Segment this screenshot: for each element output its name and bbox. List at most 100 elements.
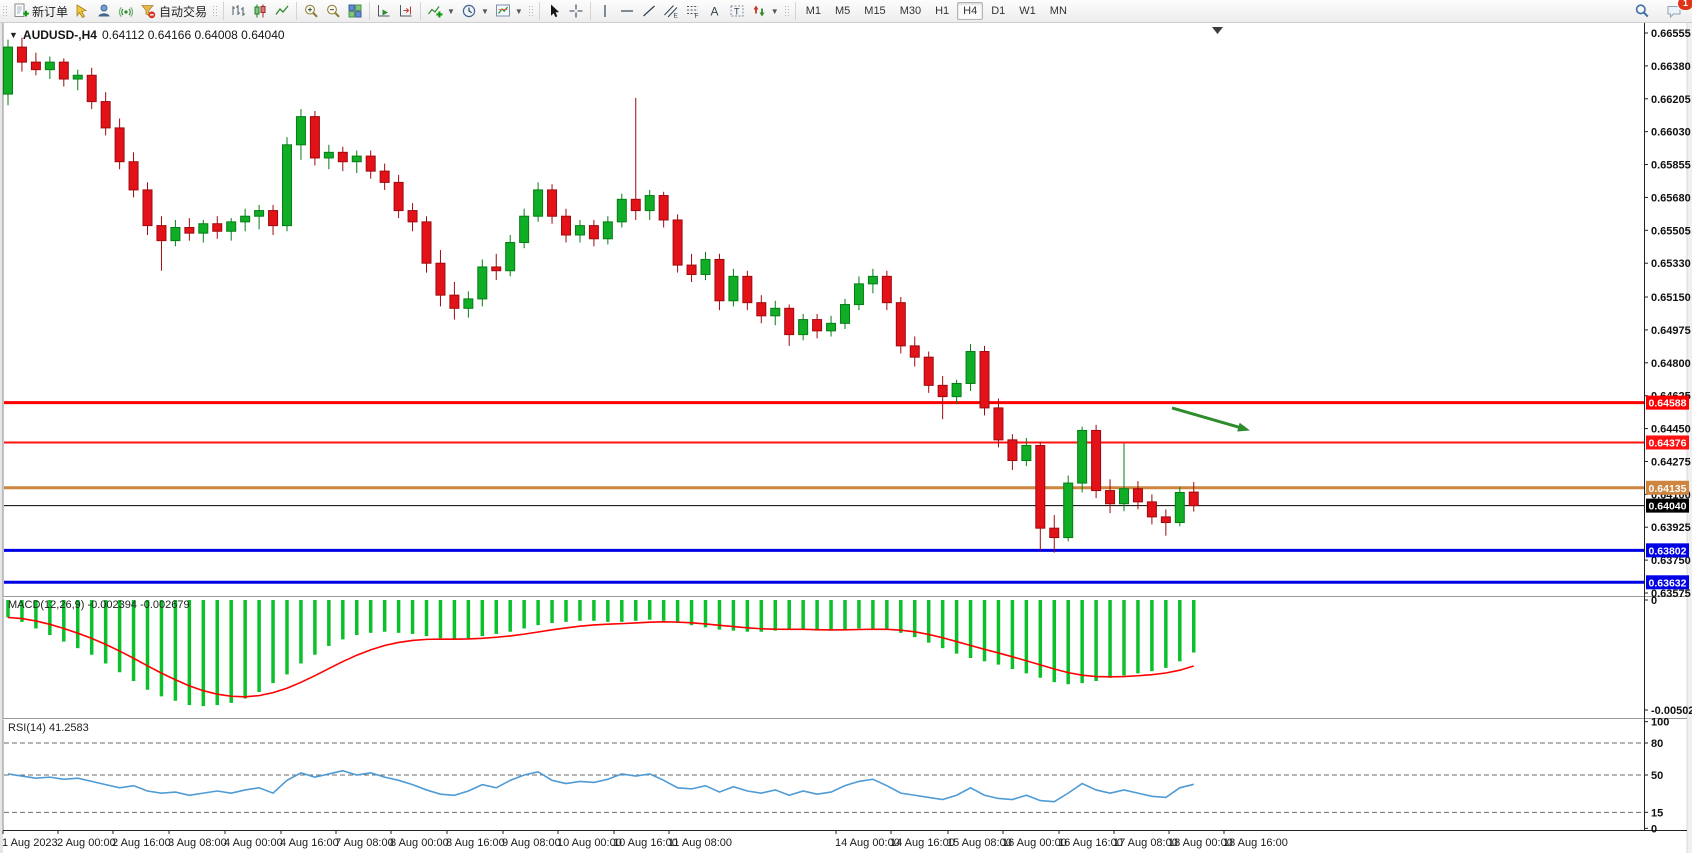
new-order-button[interactable]: 新订单 (10, 1, 71, 21)
horizontal-line-tool-button[interactable] (616, 1, 638, 21)
candle (630, 198, 641, 212)
candle (421, 221, 432, 264)
candle (881, 275, 892, 304)
candle (1091, 429, 1102, 492)
svg-text:50: 50 (1651, 770, 1663, 782)
svg-text:F: F (694, 13, 698, 19)
toolbar-grip[interactable] (783, 4, 789, 18)
vertical-line-icon (597, 3, 613, 19)
notifications-button[interactable]: 1 (1663, 0, 1692, 21)
candle (365, 155, 376, 172)
macd-signal-line (7, 616, 1194, 698)
candle (435, 262, 446, 296)
text-tool-button[interactable]: A (704, 1, 726, 21)
zoom-out-button[interactable] (322, 1, 344, 21)
candlestick-chart-icon (252, 3, 268, 19)
candle (505, 242, 516, 272)
timeframe-button-M30[interactable]: M30 (899, 5, 922, 17)
svg-text:80: 80 (1651, 738, 1663, 750)
svg-text:14 Aug 00:00: 14 Aug 00:00 (835, 837, 900, 849)
candlestick-chart-button[interactable] (249, 1, 271, 21)
search-button[interactable] (1631, 1, 1653, 21)
candle (658, 195, 669, 221)
auto-scroll-button[interactable] (373, 1, 395, 21)
timeframe-button-D1[interactable]: D1 (991, 5, 1006, 17)
time-axis[interactable]: 1 Aug 2023 2 Aug 00:002 Aug 16:003 Aug 08… (2, 831, 1288, 849)
candle (812, 319, 823, 332)
bar-chart-button[interactable] (227, 1, 249, 21)
candle (1105, 490, 1116, 505)
candle (268, 210, 279, 227)
toolbar-grip[interactable] (527, 4, 533, 18)
toolbar-grip[interactable] (2, 4, 7, 18)
svg-text:0.63575: 0.63575 (1651, 588, 1691, 600)
candle (142, 189, 153, 227)
arrows-tool-button[interactable]: ▼ (748, 1, 782, 21)
candle (170, 226, 181, 242)
candle (1035, 444, 1046, 529)
tile-windows-button[interactable] (344, 1, 366, 21)
svg-text:2 Aug 16:00: 2 Aug 16:00 (112, 837, 171, 849)
svg-text:0.64588: 0.64588 (1649, 398, 1687, 410)
candle (533, 189, 544, 217)
chart-title[interactable]: ▼ AUDUSD-,H4 0.64112 0.64166 0.64008 0.6… (9, 28, 285, 42)
fibonacci-tool-button[interactable]: F (682, 1, 704, 21)
candle (1132, 488, 1143, 503)
candle (826, 322, 837, 332)
horizontal-lines[interactable] (4, 401, 1644, 584)
templates-icon (495, 3, 511, 19)
candle (993, 407, 1004, 441)
line-chart-button[interactable] (271, 1, 293, 21)
auto-trading-button[interactable]: 自动交易 (137, 1, 210, 21)
svg-text:0.64450: 0.64450 (1651, 424, 1691, 436)
candle (909, 345, 920, 358)
candle (449, 294, 460, 309)
toolbar-grip[interactable] (212, 4, 218, 18)
svg-text:-0.005025: -0.005025 (1651, 705, 1692, 717)
indicators-button[interactable]: ▼ (424, 1, 458, 21)
trendline-tool-button[interactable] (638, 1, 660, 21)
equidistant-channel-tool-button[interactable]: E (660, 1, 682, 21)
text-icon: A (707, 3, 723, 19)
svg-text:0.66555: 0.66555 (1651, 28, 1691, 40)
templates-button[interactable]: ▼ (492, 1, 526, 21)
candle (323, 151, 334, 159)
candle (114, 127, 125, 163)
svg-text:16 Aug 00:00: 16 Aug 00:00 (1002, 837, 1067, 849)
svg-text:15: 15 (1651, 807, 1663, 819)
candle (393, 181, 404, 212)
candle (728, 275, 739, 302)
chart-collapse-icon[interactable]: ▼ (9, 30, 18, 40)
navigator-button[interactable] (93, 1, 115, 21)
candle (574, 225, 585, 236)
text-label-tool-button[interactable]: T (726, 1, 748, 21)
cursor-tool-button[interactable] (543, 1, 565, 21)
chart-shift-marker[interactable] (1212, 27, 1223, 34)
price-axis[interactable]: 0.66555 0.66380 0.66205 0.66030 0.65855 0.656… (1644, 28, 1691, 600)
svg-text:0.65330: 0.65330 (1651, 258, 1691, 270)
candle (1174, 491, 1185, 524)
candle (561, 215, 571, 236)
chart-shift-button[interactable] (395, 1, 417, 21)
vertical-line-tool-button[interactable] (594, 1, 616, 21)
signals-button[interactable] (115, 1, 137, 21)
line-chart-icon (274, 3, 290, 19)
market-watch-button[interactable] (71, 1, 93, 21)
periods-button[interactable]: ▼ (458, 1, 492, 21)
timeframe-button-M5[interactable]: M5 (835, 5, 851, 17)
timeframe-button-H1[interactable]: H1 (935, 5, 950, 17)
timeframe-button-W1[interactable]: W1 (1019, 5, 1036, 17)
candle (309, 116, 320, 159)
zoom-in-button[interactable] (300, 1, 322, 21)
timeframe-button-H4[interactable]: H4 (957, 2, 984, 20)
fibonacci-icon: F (685, 3, 701, 19)
timeframe-button-M1[interactable]: M1 (805, 5, 821, 17)
crosshair-tool-button[interactable] (565, 1, 587, 21)
candle (672, 219, 683, 266)
candle (686, 264, 697, 275)
timeframe-button-MN[interactable]: MN (1049, 5, 1067, 17)
trend-arrow-annotation[interactable] (1171, 406, 1250, 432)
timeframe-button-M15[interactable]: M15 (864, 5, 886, 17)
indicator-axes[interactable]: 0 -0.005025100 80 50 15 0 (1644, 595, 1692, 835)
